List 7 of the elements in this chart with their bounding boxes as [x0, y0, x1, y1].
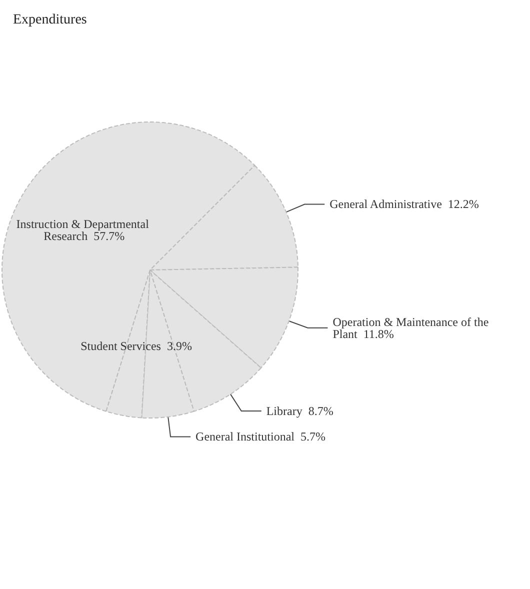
slice-label: Library 8.7%	[266, 404, 334, 418]
slice-label: Student Services 3.9%	[80, 338, 192, 353]
slice-label: General Administrative 12.2%	[330, 197, 479, 212]
slice-label: Instruction & Departmental Research 57.7%	[16, 217, 152, 244]
slice-label: Operation & Maintenance of the Plant 11.8%	[332, 314, 492, 341]
slice-label: General Institutional 5.7%	[196, 430, 326, 444]
chart-title: Expenditures	[13, 12, 87, 28]
